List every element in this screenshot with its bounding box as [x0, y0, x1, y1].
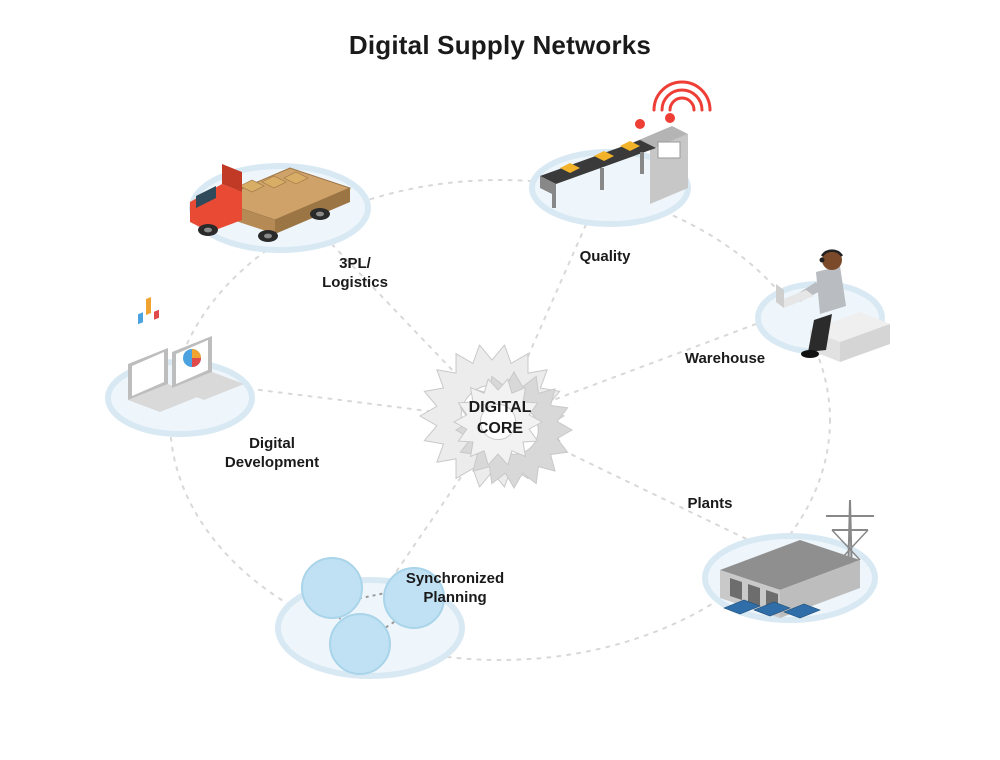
label-plants: Plants — [640, 495, 780, 514]
label-logistics: 3PL/ Logistics — [285, 255, 425, 293]
label-development: Digital Development — [202, 435, 342, 473]
label-quality: Quality — [535, 248, 675, 267]
label-warehouse: Warehouse — [655, 350, 795, 369]
center-label: DIGITAL CORE — [440, 398, 560, 440]
diagram-svg — [0, 0, 1000, 760]
diagram-stage: Digital Supply Networks DIGITAL COREQual… — [0, 0, 1000, 760]
label-synchronized: Synchronized Planning — [385, 570, 525, 608]
